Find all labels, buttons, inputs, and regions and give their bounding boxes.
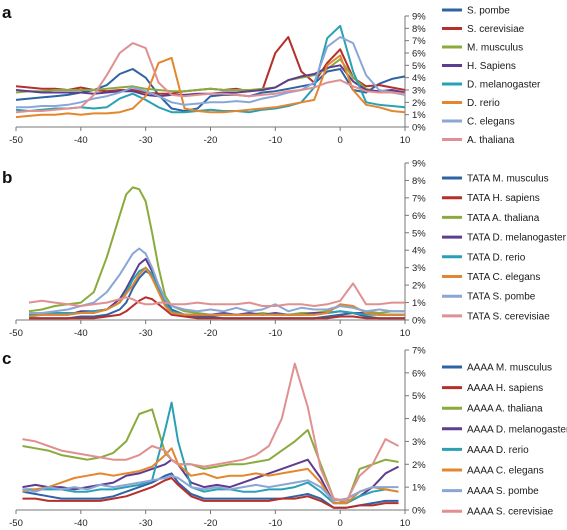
series-line-tata-s-cerevisiae bbox=[28, 282, 405, 307]
x-tick-label: -50 bbox=[9, 328, 23, 339]
legend-label: H. Sapiens bbox=[467, 61, 516, 72]
panel-letter-c: c bbox=[2, 349, 11, 368]
series-line-aaaa-s-cerevisiae bbox=[22, 362, 399, 502]
legend-label: AAAA S. cerevisiae bbox=[467, 507, 554, 518]
y-tick-label: 2% bbox=[412, 460, 426, 471]
y-tick-label: 7% bbox=[412, 36, 426, 47]
legend-label: TATA D. rerio bbox=[467, 252, 526, 263]
legend-label: AAAA M. musculus bbox=[467, 363, 552, 374]
x-tick-label: 10 bbox=[400, 135, 411, 146]
x-tick-label: -40 bbox=[74, 518, 88, 529]
series-line-c-elegans bbox=[16, 36, 406, 109]
panel-letter-b: b bbox=[2, 168, 12, 187]
series-line-tata-s-pombe bbox=[29, 247, 405, 314]
y-tick-label: 6% bbox=[412, 368, 426, 379]
series-line-m-musculus bbox=[15, 58, 406, 94]
x-tick-label: 0 bbox=[338, 135, 343, 146]
chart-panel-b: b -50 -40 -30 -20 -10 0 100% 1% 2% 3% 4% 5% 6% 7% 8% 9% T… bbox=[2, 159, 567, 340]
legend-label: AAAA A. thaliana bbox=[467, 404, 543, 415]
legend-label: A. thaliana bbox=[467, 135, 515, 146]
x-tick-label: 0 bbox=[338, 328, 343, 339]
x-tick-label: -30 bbox=[139, 135, 153, 146]
y-tick-label: 2% bbox=[412, 281, 426, 292]
y-tick-label: 9% bbox=[412, 159, 426, 170]
x-tick-label: -40 bbox=[74, 328, 88, 339]
series-line-aaaa-c-elegans bbox=[22, 447, 399, 505]
x-tick-label: -50 bbox=[9, 518, 23, 529]
legend-label: AAAA S. pombe bbox=[467, 486, 539, 497]
y-tick-label: 9% bbox=[412, 12, 426, 23]
legend-label: M. musculus bbox=[467, 43, 523, 54]
y-tick-label: 7% bbox=[412, 193, 426, 204]
y-tick-label: 5% bbox=[412, 61, 426, 72]
y-tick-label: 8% bbox=[412, 24, 426, 35]
legend-label: AAAA D. rerio bbox=[467, 445, 529, 456]
legend-label: D. melanogaster bbox=[467, 80, 541, 91]
y-tick-label: 4% bbox=[412, 246, 426, 257]
x-tick-label: -40 bbox=[74, 135, 88, 146]
chart-panel-a: a -50 -40 -30 -20 -10 0 100% 1%2%3% 4%5%6% 7%8%9% S… bbox=[2, 3, 541, 146]
legend-label: AAAA H. sapiens bbox=[467, 383, 543, 394]
x-tick-label: -10 bbox=[268, 518, 282, 529]
legend-label: C. elegans bbox=[467, 117, 515, 128]
panel-letter-a: a bbox=[2, 3, 12, 22]
y-tick-label: 8% bbox=[412, 176, 426, 187]
legend-label: TATA A. thaliana bbox=[467, 213, 540, 224]
y-tick-label: 1% bbox=[412, 483, 426, 494]
series-line-d-rerio bbox=[15, 54, 406, 119]
y-tick-label: 0% bbox=[412, 123, 426, 134]
legend-label: D. rerio bbox=[467, 98, 500, 109]
x-tick-label: 10 bbox=[400, 518, 411, 529]
y-tick-label: 1% bbox=[412, 298, 426, 309]
x-tick-label: 10 bbox=[400, 328, 411, 339]
x-tick-label: -10 bbox=[268, 135, 282, 146]
legend-label: TATA D. melanogaster bbox=[467, 233, 567, 244]
y-tick-label: 6% bbox=[412, 49, 426, 60]
x-tick-label: -20 bbox=[204, 518, 218, 529]
legend-label: TATA S. cerevisiae bbox=[467, 311, 550, 322]
y-tick-label: 5% bbox=[412, 228, 426, 239]
legend-label: TATA S. pombe bbox=[467, 292, 536, 303]
legend-label: TATA H. sapiens bbox=[467, 193, 540, 204]
legend-label: AAAA C. elegans bbox=[467, 466, 544, 477]
y-tick-label: 0% bbox=[412, 506, 426, 517]
x-tick-label: -10 bbox=[268, 328, 282, 339]
x-tick-label: 0 bbox=[338, 518, 343, 529]
legend-label: TATA M. musculus bbox=[467, 174, 549, 185]
series-line-aaaa-h-sapiens bbox=[22, 477, 399, 509]
y-tick-label: 0% bbox=[412, 316, 426, 327]
series-line-tata-h-sapiens bbox=[29, 296, 405, 320]
x-tick-label: -50 bbox=[9, 135, 23, 146]
y-tick-label: 6% bbox=[412, 211, 426, 222]
y-tick-label: 3% bbox=[412, 437, 426, 448]
x-tick-label: -20 bbox=[204, 135, 218, 146]
legend-label: S. pombe bbox=[467, 6, 510, 17]
series-line-tata-c-elegans bbox=[28, 266, 405, 318]
y-tick-label: 2% bbox=[412, 98, 426, 109]
x-tick-label: -30 bbox=[139, 328, 153, 339]
y-tick-label: 3% bbox=[412, 263, 426, 274]
y-tick-label: 1% bbox=[412, 110, 426, 121]
y-tick-label: 3% bbox=[412, 86, 426, 97]
x-tick-label: -30 bbox=[139, 518, 153, 529]
y-tick-label: 5% bbox=[412, 391, 426, 402]
y-tick-label: 4% bbox=[412, 414, 426, 425]
legend-label: S. cerevisiae bbox=[467, 24, 525, 35]
legend-label: AAAA D. melanogaster bbox=[467, 424, 567, 435]
y-tick-label: 7% bbox=[412, 346, 426, 357]
series-line-aaaa-s-pombe bbox=[22, 474, 399, 502]
chart-panel-c: c -50 -40 -30 -20 -10 0 100% 1% 2% 3% 4% 5% 6% 7% AAAA … bbox=[2, 346, 567, 530]
legend-label: TATA C. elegans bbox=[467, 272, 540, 283]
y-tick-label: 4% bbox=[412, 73, 426, 84]
x-tick-label: -20 bbox=[204, 328, 218, 339]
series-line-a-thaliana bbox=[15, 42, 406, 114]
series-line-tata-a-thaliana bbox=[28, 186, 405, 316]
